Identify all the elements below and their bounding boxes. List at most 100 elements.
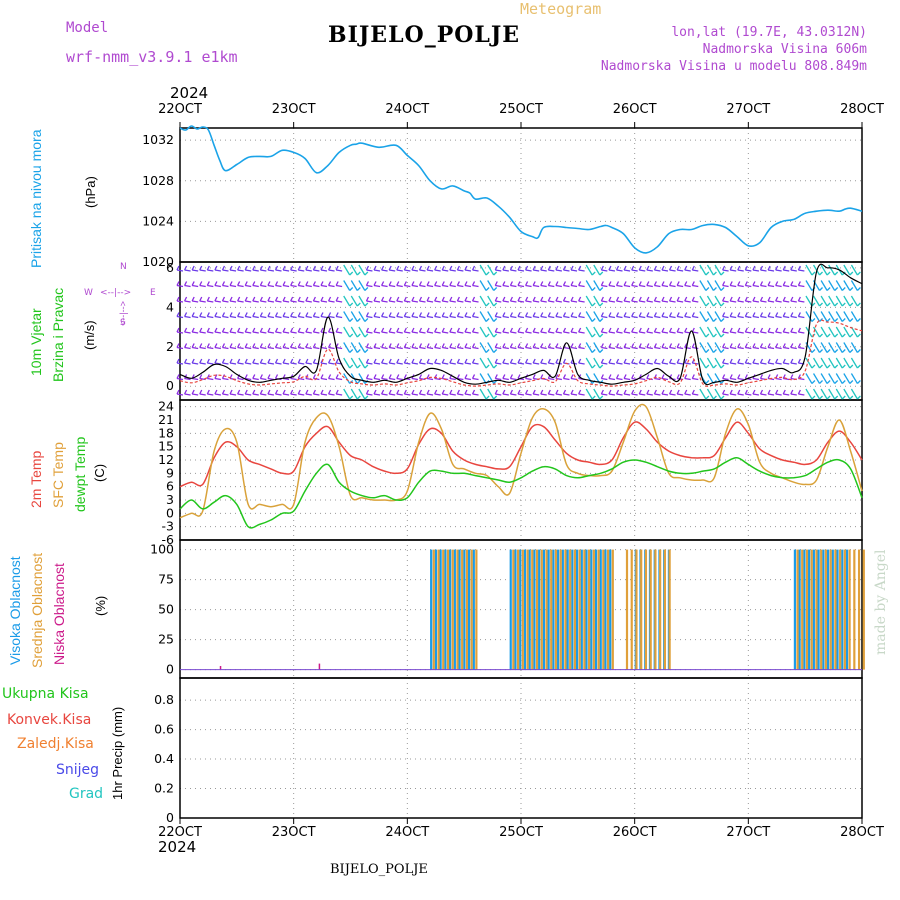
wind-barb [290,331,297,334]
wind-barb-flag [684,343,688,348]
time-label-top: 26OCT [613,102,657,117]
wind-barb [237,331,244,334]
wind-barb [578,346,585,350]
wind-barb-flag [441,327,445,333]
wind-barb-flag [418,265,423,271]
wind-barb [820,373,828,384]
wind-barb-flag [509,358,514,364]
wind-barb [464,362,472,365]
high-cloud-bar [523,549,527,670]
wind-barb [654,284,661,288]
wind-barb [828,311,836,322]
wind-barb [737,362,744,365]
wind-barb-flag [502,343,506,348]
wind-barb [775,284,782,288]
wind-barb-flag [661,389,665,395]
wind-barb [328,300,335,303]
wind-barb [229,315,237,319]
wind-barb-flag [591,271,596,276]
mid-cloud-bar [668,549,671,670]
wind-barb-flag [305,389,309,395]
wind-barb [706,373,715,384]
wind-barb [389,269,396,272]
wind-barb-flag [221,312,226,317]
wind-barb-flag [615,374,620,379]
wind-barb-flag [403,265,407,271]
wind-barb-flag [578,327,582,333]
wind-barb [525,377,532,381]
wind-barb [850,373,858,384]
wind-barb-flag [259,343,263,348]
wind-barb [722,300,729,303]
wind-barb-flag [555,389,559,395]
wind-barb-flag [297,312,301,317]
wind-barb [593,295,601,307]
wind-barb-flag [555,312,559,317]
wind-barb [381,331,388,334]
wind-barb-flag [532,358,536,364]
wind-barb-flag [176,343,180,348]
wind-barb-flag [591,395,596,400]
wind-barb [790,315,797,319]
wind-barb [593,311,601,322]
wind-barb-flag [206,312,210,317]
wind-barb-flag [668,374,673,379]
wind-barb [472,362,479,365]
wind-barb [783,346,790,350]
wind-barb-flag [759,389,764,395]
wind-barb-flag [856,349,861,353]
mid-cloud-bar [545,549,548,670]
wind-barb [510,393,517,396]
wind-barb [760,346,767,350]
wind-barb [404,269,411,272]
wind-barb [207,284,214,288]
wind-barb-flag [722,265,726,271]
wind-barb-flag [849,333,854,338]
wind-barb [472,393,479,396]
wind-barb-flag [259,374,263,379]
wind-barb-flag [493,333,498,338]
wind-barb [464,300,472,303]
wind-barb-flag [691,281,695,286]
wind-barb-flag [282,327,286,333]
wind-barb-flag [676,265,680,271]
wind-barb-flag [464,358,468,364]
wind-barb [585,295,593,307]
wind-barb-flag [720,287,725,291]
wind-barb [533,300,540,303]
wind-barb-flag [834,349,839,353]
wind-barb-flag [547,327,551,333]
wind-barb [828,280,836,291]
wind-barb [722,362,729,365]
wind-barb [752,315,760,319]
wind-barb-flag [599,271,604,276]
wind-barb [737,269,744,272]
wind-barb [631,315,638,319]
wind-barb [585,326,593,338]
low-cloud-bar [318,663,321,670]
wind-barb [828,357,836,369]
wind-barb-flag [775,327,779,333]
wind-barb [533,284,540,288]
wind-barb [616,346,623,350]
wind-barb [517,315,525,319]
wind-barb [563,377,570,381]
sfc-temp-line [179,403,863,519]
wind-barb-flag [456,327,460,333]
wind-barb-flag [411,389,415,395]
wind-barb-flag [244,374,248,379]
wind-barb [282,331,290,334]
wind-barb [616,269,623,272]
wind-barb-flag [532,281,536,286]
wind-barb-flag [441,296,445,302]
wind-barb [464,346,472,350]
wind-barb-flag [312,374,316,379]
wind-barb-flag [214,389,218,395]
wind-barb-flag [562,389,567,395]
wind-barb [631,346,638,350]
wind-barb [320,393,328,396]
wind-barb [267,362,275,365]
wind-barb-flag [819,318,823,322]
wind-barb [411,331,419,334]
wind-barb [585,264,593,276]
